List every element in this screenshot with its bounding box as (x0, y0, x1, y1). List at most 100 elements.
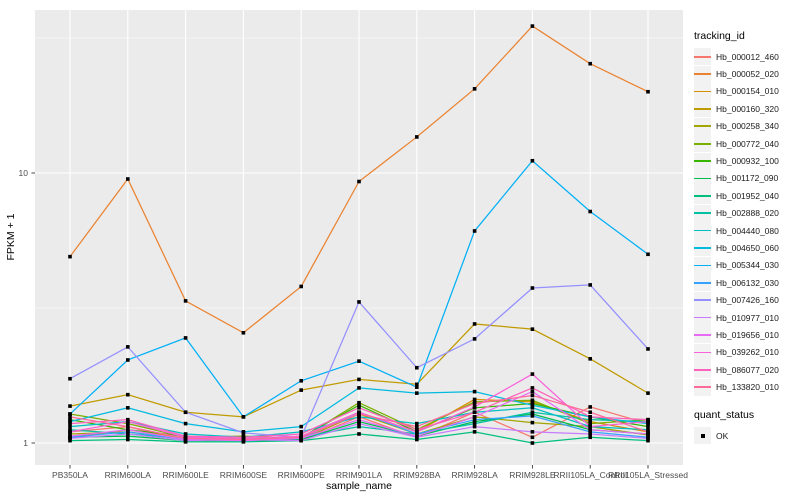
legend-entry: Hb_000012_460 (694, 48, 798, 66)
data-point (68, 424, 72, 429)
x-tick-label: RRII105LA_Control (553, 470, 628, 480)
legend-key-line (694, 195, 711, 197)
legend-key-line (694, 351, 711, 354)
legend-entry-label: Hb_001952_040 (716, 190, 779, 201)
x-tick-label: RRIM901LA (335, 470, 383, 480)
legend-key-line (694, 316, 711, 319)
data-point (472, 337, 477, 341)
legend-key-box (694, 326, 711, 344)
legend-entries: Hb_000012_460 Hb_000052_020 Hb_000154_010 H… (694, 48, 798, 396)
data-point (68, 376, 72, 381)
legend-title-quant-status: quant_status (694, 408, 755, 421)
legend-key-line (694, 229, 711, 232)
legend-entry: Hb_004650_060 (694, 239, 798, 257)
data-point (415, 424, 419, 429)
data-point (357, 424, 361, 429)
legend-key-line (694, 264, 711, 267)
data-point (126, 424, 130, 429)
legend-entry: Hb_010977_010 (694, 309, 798, 327)
data-point (415, 391, 419, 395)
data-point (530, 406, 535, 410)
legend-entry-label: Hb_001172_090 (716, 173, 779, 184)
legend-key-box (694, 291, 711, 309)
legend-entry-label: OK (716, 430, 729, 441)
data-point (68, 432, 72, 436)
data-point (357, 417, 361, 422)
data-point (646, 427, 650, 432)
data-point (472, 430, 477, 434)
data-point (472, 405, 477, 409)
data-point (588, 405, 592, 409)
data-point (126, 421, 130, 426)
data-point (126, 434, 130, 438)
legend-entry-label: Hb_010977_010 (716, 312, 779, 323)
legend-entry: Hb_000772_040 (694, 135, 798, 153)
legend-title-tracking-id: tracking_id (694, 30, 745, 42)
data-point (299, 388, 303, 392)
legend-entry: Hb_005344_030 (694, 256, 798, 274)
data-point (357, 377, 361, 382)
data-point (646, 391, 650, 395)
data-point (357, 386, 361, 390)
data-point (357, 359, 361, 363)
legend-entry-label: Hb_004650_060 (716, 242, 779, 253)
y-axis-title: FPKM + 1 (5, 213, 17, 261)
data-point (646, 347, 650, 351)
data-point (126, 392, 130, 397)
data-point (588, 410, 592, 415)
data-point (183, 434, 188, 438)
data-point (126, 419, 130, 424)
x-axis-title: sample_name (326, 480, 392, 492)
legend-key-box (694, 152, 711, 170)
data-point (646, 430, 650, 434)
data-point (68, 427, 72, 432)
legend-key-box (694, 222, 711, 240)
data-point (241, 415, 246, 419)
data-point (588, 283, 592, 287)
x-tick-label: RRIM600LE (162, 470, 209, 480)
legend-entry-label: Hb_019656_010 (716, 329, 779, 340)
data-point (588, 421, 592, 426)
data-point (357, 403, 361, 408)
legend-entry-ok: OK (694, 427, 798, 444)
data-point (241, 435, 246, 440)
legend-key-line (694, 212, 711, 215)
data-point (299, 435, 303, 440)
data-point (415, 385, 419, 389)
legend-entry-label: Hb_133820_010 (716, 382, 779, 393)
legend-entry: Hb_001952_040 (694, 187, 798, 205)
data-point (299, 424, 303, 429)
x-tick-label: RRIM928LA (451, 470, 498, 480)
data-point (472, 401, 477, 406)
legend-key-box (694, 309, 711, 327)
data-point (530, 372, 535, 376)
data-point (646, 436, 650, 441)
legend-key-line (694, 160, 711, 162)
data-point (183, 421, 188, 426)
legend-key-line (694, 90, 711, 93)
data-point (530, 403, 535, 408)
data-point (530, 414, 535, 418)
data-point (472, 229, 477, 233)
data-point (588, 419, 592, 424)
legend-key-line (694, 125, 711, 128)
legend-key-box (694, 135, 711, 153)
data-point (126, 358, 130, 362)
data-point (68, 434, 72, 438)
data-point (126, 417, 130, 422)
legend-entry-label: Hb_000052_020 (716, 69, 779, 80)
data-point (415, 421, 419, 426)
legend-entry: Hb_133820_010 (694, 378, 798, 396)
data-point (646, 424, 650, 429)
data-point (530, 430, 535, 434)
legend-entry-label: Hb_007426_160 (716, 295, 779, 306)
data-point (530, 393, 535, 398)
data-point (299, 378, 303, 383)
legend-entry: Hb_000052_020 (694, 65, 798, 83)
data-point (183, 410, 188, 415)
data-point (357, 400, 361, 405)
data-point (68, 404, 72, 408)
legend-key-line (694, 334, 711, 336)
data-point (588, 435, 592, 440)
data-point (68, 419, 72, 424)
